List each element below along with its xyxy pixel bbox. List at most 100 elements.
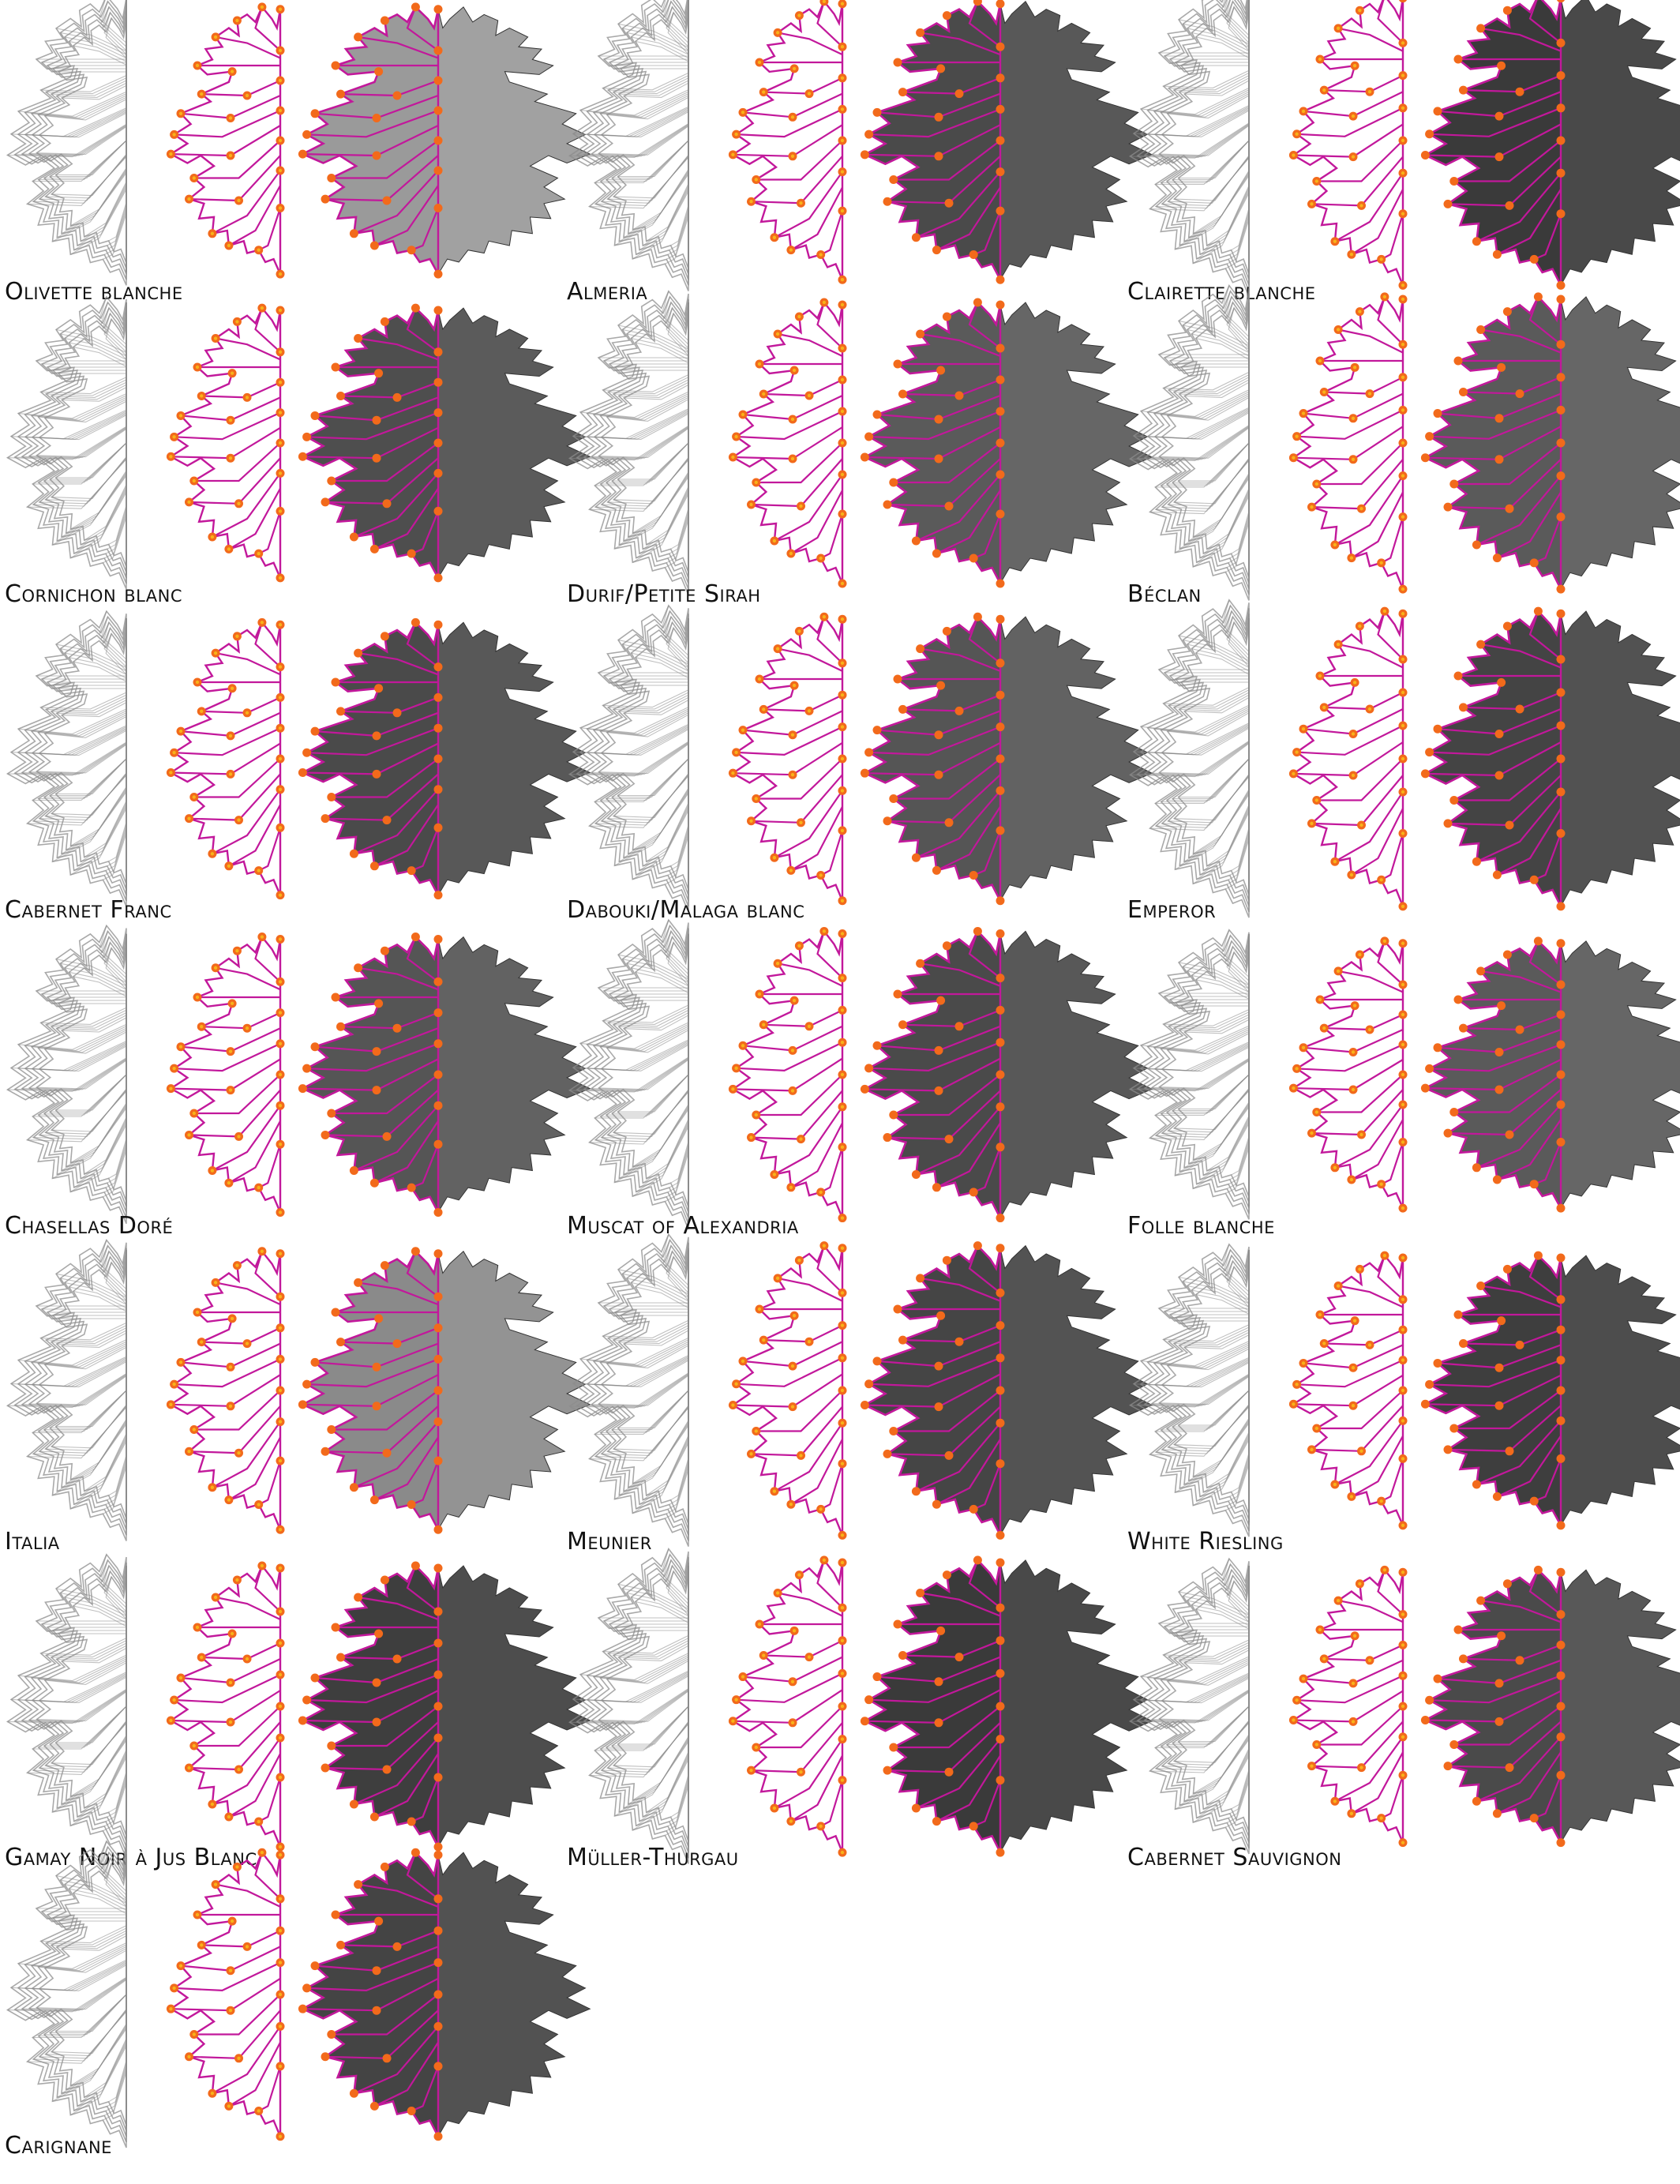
vein-trace <box>7 1976 127 2013</box>
landmark-dot-core <box>762 1338 766 1342</box>
landmark-vein <box>1293 426 1404 460</box>
overlay-landmark-dot <box>996 1288 1005 1297</box>
landmark-dot-core <box>1401 612 1405 616</box>
vein-trace <box>70 492 127 559</box>
overlay-landmark-dot <box>310 726 320 736</box>
overlay-landmark-dot <box>392 91 402 100</box>
overlay-landmark-dot <box>1529 1180 1539 1189</box>
vein-trace <box>598 428 689 458</box>
vein-trace <box>46 1640 127 1658</box>
vein-trace <box>626 648 689 672</box>
overlay-landmark-dot <box>1420 769 1430 779</box>
vein-trace <box>608 75 689 92</box>
landmark-outline <box>731 300 844 584</box>
leaf-drawings <box>6 1238 591 1541</box>
landmark-dot-core <box>260 1563 264 1568</box>
landmark-vein <box>193 758 281 798</box>
vein-trace <box>103 1146 127 1193</box>
vein-trace <box>1223 605 1250 656</box>
overlay-landmark-dot <box>1556 405 1566 415</box>
landmark-dot-core <box>762 90 766 94</box>
vein-trace <box>100 1245 127 1293</box>
landmark-dot-core <box>278 1853 283 1857</box>
landmark-vein <box>774 1106 843 1176</box>
vein-trace <box>606 1345 689 1369</box>
vein-trace <box>589 1091 689 1145</box>
overlay-landmark-dot <box>349 1799 358 1809</box>
overlay-landmark-dot <box>1492 250 1502 259</box>
vein-trace <box>1161 93 1250 118</box>
leaf-panel: Olivette blanche <box>0 0 591 316</box>
vein-trace <box>664 617 689 664</box>
landmark-vein <box>1381 1458 1404 1503</box>
overlay-landmark-dot <box>1453 1625 1463 1634</box>
overlay-landmark-dot <box>372 1678 381 1687</box>
overlay-landmark-dot <box>936 681 946 690</box>
vein-trace <box>631 1282 689 1305</box>
vein-trace <box>1173 1014 1250 1030</box>
vein-trace <box>666 516 689 564</box>
vein-trace <box>1191 32 1250 55</box>
leaf-panel: Cabernet Sauvignon <box>1123 1557 1680 1882</box>
landmark-dot-core <box>789 1185 793 1189</box>
landmark-dot-core <box>1382 1253 1387 1258</box>
landmark-dot-core <box>1333 1165 1337 1169</box>
overlay-vein <box>358 1883 439 1908</box>
landmark-dot-core <box>749 1135 753 1139</box>
overlay-landmark-dot <box>1425 1379 1434 1389</box>
landmark-vein <box>774 474 843 542</box>
overlay-landmark-dot <box>433 1733 443 1743</box>
overlay-vein <box>1476 1104 1562 1169</box>
landmark-dot-core <box>278 1641 283 1646</box>
vein-trace <box>102 622 127 667</box>
landmark-dot-core <box>278 1672 283 1677</box>
overlay-landmark-dot <box>969 1188 978 1197</box>
overlay-landmark-dot <box>433 76 443 85</box>
overlay-landmark-dot <box>954 1653 964 1662</box>
overlay-landmark-dot <box>916 644 925 654</box>
landmark-dot-core <box>195 1625 200 1630</box>
cultivar-label: Cornichon blanc <box>5 580 183 608</box>
landmark-dot-core <box>278 696 283 700</box>
landmark-dot-core <box>790 773 795 777</box>
landmark-dot-core <box>245 93 249 98</box>
vein-trace <box>1193 495 1250 568</box>
overlay-vein <box>358 337 439 361</box>
landmark-dot-core <box>200 1025 204 1029</box>
vein-trace <box>589 775 689 828</box>
landmark-model <box>1288 1565 1408 1848</box>
landmark-vein <box>171 742 281 775</box>
landmark-dot-core <box>1401 1297 1405 1301</box>
landmark-dot-core <box>1351 114 1356 118</box>
vein-trace <box>667 210 689 255</box>
landmark-dot-core <box>775 647 780 651</box>
overlay-landmark-dot <box>936 64 946 73</box>
landmark-dot-core <box>1351 155 1356 159</box>
leaf-photo <box>1420 1251 1680 1530</box>
leaf-drawings <box>6 1840 591 2148</box>
landmark-dot-core <box>790 154 795 158</box>
overlay-vein <box>968 1559 1001 1609</box>
landmark-dot-core <box>840 472 845 477</box>
overlay-landmark-dot <box>407 1817 416 1826</box>
vein-trace <box>631 967 689 990</box>
overlay-landmark-dot <box>374 999 384 1008</box>
overlay-landmark-dot <box>302 1379 312 1389</box>
landmark-vein <box>1381 1142 1404 1185</box>
vein-trace <box>103 513 127 559</box>
landmark-outline <box>731 0 844 280</box>
overlay-landmark-dot <box>380 1862 389 1871</box>
landmark-vein <box>1351 1119 1404 1180</box>
overlay-landmark-dot <box>1425 1695 1434 1705</box>
overlay-outline <box>862 1558 1002 1853</box>
vein-trace <box>1184 1019 1250 1034</box>
overlay-landmark-dot <box>327 2030 336 2039</box>
vein-trace <box>1175 478 1250 554</box>
vein-trace <box>569 1056 689 1093</box>
overlay-landmark-dot <box>883 1766 892 1775</box>
overlay-landmark-dot <box>1494 771 1504 780</box>
overlay-vein <box>306 1673 439 1704</box>
vein-trace <box>1191 333 1250 357</box>
overlay-landmark-dot <box>433 269 443 279</box>
landmark-dot-core <box>169 1402 173 1407</box>
